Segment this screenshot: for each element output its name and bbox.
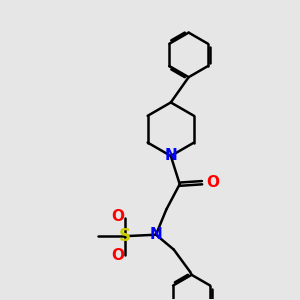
- Text: O: O: [206, 175, 219, 190]
- Text: N: N: [150, 227, 162, 242]
- Text: O: O: [111, 209, 124, 224]
- Text: S: S: [119, 227, 131, 245]
- Text: O: O: [111, 248, 124, 263]
- Text: N: N: [164, 148, 177, 164]
